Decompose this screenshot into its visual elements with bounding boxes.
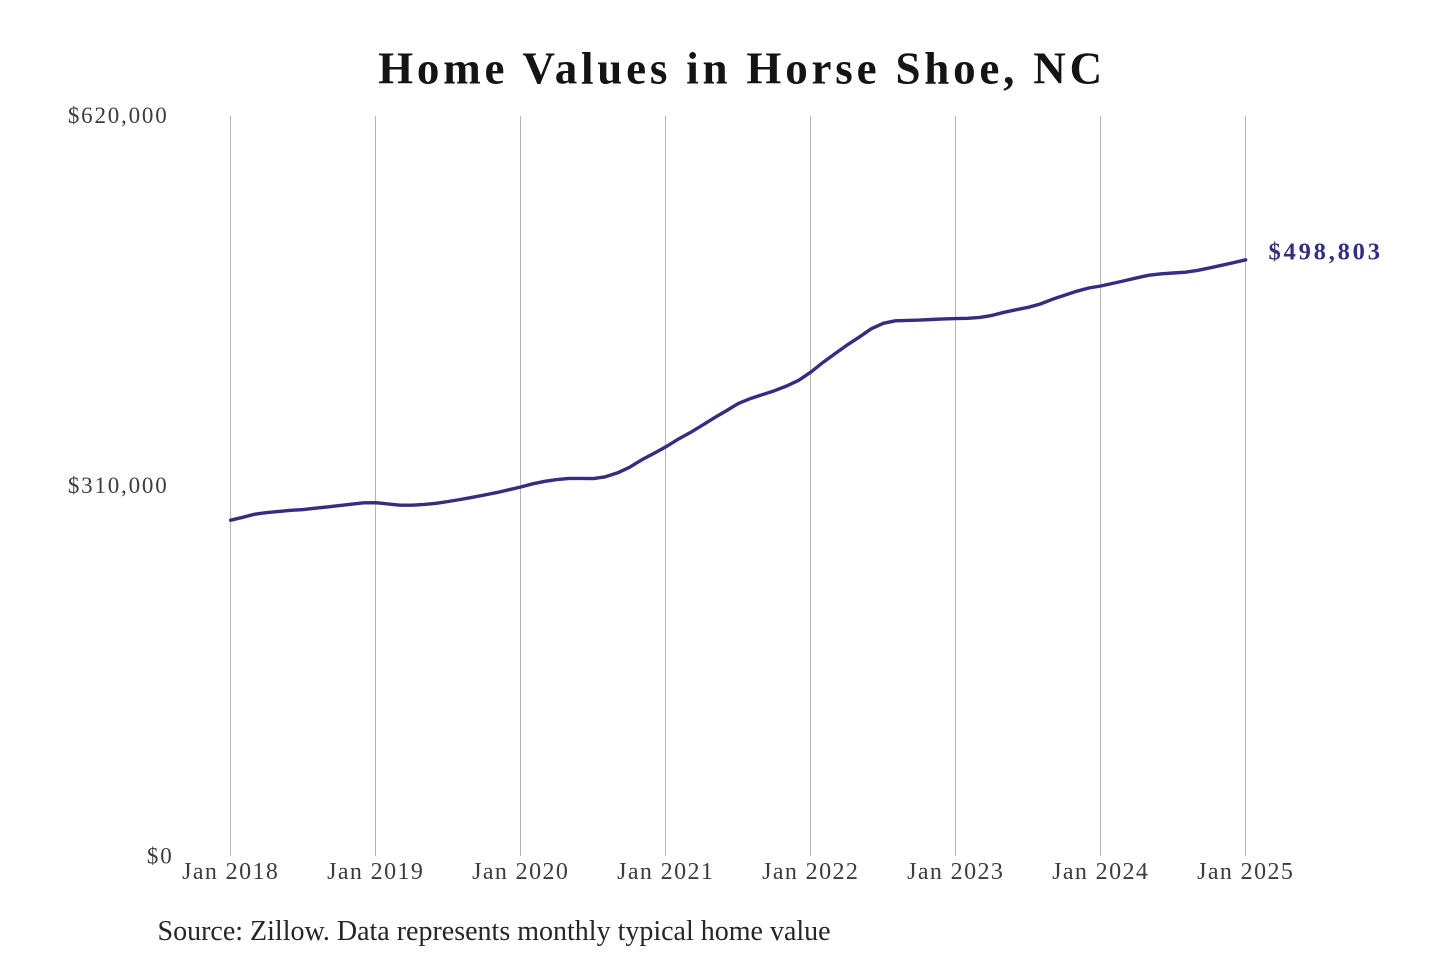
svg-text:$0: $0 xyxy=(147,844,174,869)
svg-text:Jan 2024: Jan 2024 xyxy=(1052,859,1149,885)
svg-text:Jan 2018: Jan 2018 xyxy=(182,859,279,885)
svg-text:Jan 2020: Jan 2020 xyxy=(472,859,569,885)
svg-text:$310,000: $310,000 xyxy=(68,473,169,498)
svg-text:Jan 2019: Jan 2019 xyxy=(327,859,424,885)
svg-text:$498,803: $498,803 xyxy=(1269,239,1383,266)
svg-text:$620,000: $620,000 xyxy=(68,103,169,128)
svg-text:Jan 2022: Jan 2022 xyxy=(762,859,859,885)
svg-text:Jan 2025: Jan 2025 xyxy=(1197,859,1294,885)
svg-text:Jan 2023: Jan 2023 xyxy=(907,859,1004,885)
svg-text:Jan 2021: Jan 2021 xyxy=(617,859,714,885)
svg-text:Source: Zillow. Data represent: Source: Zillow. Data represents monthly … xyxy=(158,916,831,947)
svg-text:Home Values in Horse Shoe, NC: Home Values in Horse Shoe, NC xyxy=(378,44,1106,94)
